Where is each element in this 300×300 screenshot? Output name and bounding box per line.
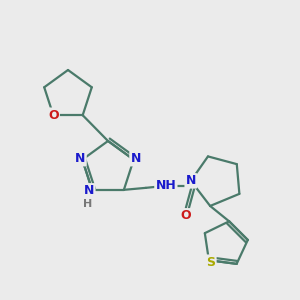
Text: O: O (181, 209, 191, 222)
Text: N: N (186, 174, 196, 187)
Text: NH: NH (155, 179, 176, 192)
Text: N: N (130, 152, 141, 165)
Text: N: N (75, 152, 86, 165)
Text: N: N (84, 184, 94, 197)
Text: O: O (48, 109, 58, 122)
Text: H: H (82, 199, 92, 209)
Text: S: S (206, 256, 215, 269)
